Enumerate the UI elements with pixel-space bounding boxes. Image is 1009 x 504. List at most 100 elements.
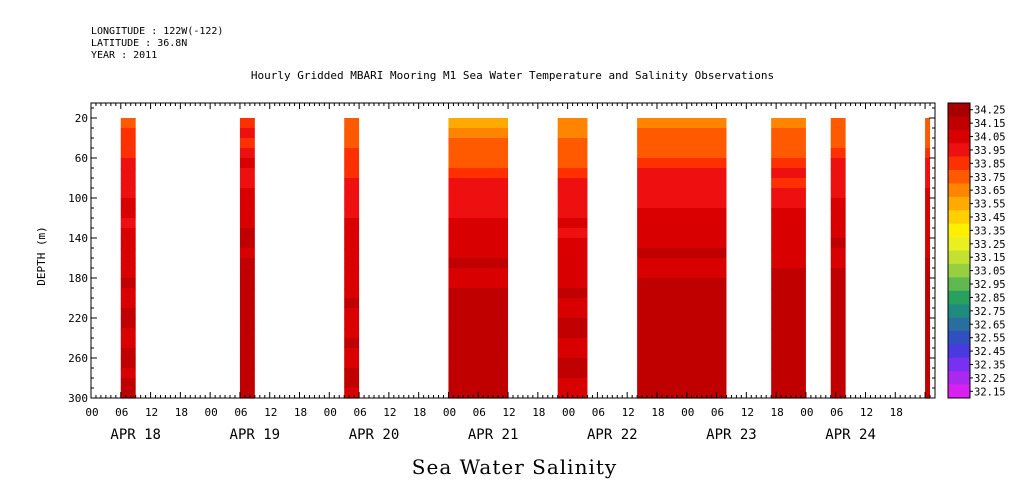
x-tick-label: 00	[205, 406, 218, 419]
data-cell	[557, 148, 588, 159]
x-tick-label: 00	[681, 406, 694, 419]
colorbar-label: 33.85	[974, 158, 1006, 170]
data-cell	[637, 148, 727, 159]
plot-area	[120, 118, 931, 399]
data-cell	[557, 388, 588, 399]
data-cell	[239, 308, 255, 319]
data-cell	[344, 168, 360, 179]
data-block	[120, 118, 136, 399]
data-cell	[771, 168, 806, 179]
x-tick-label: 06	[473, 406, 486, 419]
date-label: APR 18	[110, 427, 161, 443]
data-cell	[557, 318, 588, 329]
data-cell	[771, 138, 806, 149]
colorbar-swatch	[948, 317, 970, 332]
x-tick-label: 18	[771, 406, 784, 419]
x-tick-label: 12	[741, 406, 754, 419]
data-cell	[925, 258, 931, 269]
date-label: APR 19	[230, 427, 281, 443]
data-cell	[448, 318, 509, 329]
data-cell	[448, 208, 509, 219]
data-cell	[830, 358, 846, 369]
data-cell	[771, 288, 806, 299]
data-cell	[557, 328, 588, 339]
data-cell	[120, 158, 136, 169]
colorbar-swatch	[948, 384, 970, 399]
data-cell	[925, 328, 931, 339]
data-cell	[344, 208, 360, 219]
x-tick-label: 06	[830, 406, 843, 419]
data-cell	[830, 378, 846, 389]
x-tick-label: 12	[264, 406, 277, 419]
x-tick-label: 18	[890, 406, 903, 419]
data-cell	[771, 218, 806, 229]
data-cell	[557, 178, 588, 189]
data-cell	[448, 358, 509, 369]
data-cell	[239, 288, 255, 299]
data-cell	[344, 128, 360, 139]
data-cell	[557, 228, 588, 239]
data-cell	[830, 188, 846, 199]
data-cell	[239, 318, 255, 329]
data-cell	[448, 298, 509, 309]
data-cell	[637, 328, 727, 339]
data-cell	[830, 248, 846, 259]
data-cell	[448, 278, 509, 289]
data-cell	[557, 238, 588, 249]
data-cell	[830, 348, 846, 359]
data-cell	[925, 158, 931, 169]
colorbar-swatch	[948, 103, 970, 117]
data-cell	[830, 298, 846, 309]
colorbar-label: 34.05	[974, 132, 1006, 144]
colorbar-swatch	[948, 277, 970, 292]
colorbar-label: 33.15	[974, 252, 1006, 264]
x-tick-label: 06	[353, 406, 366, 419]
data-cell	[239, 258, 255, 269]
data-cell	[120, 298, 136, 309]
data-cell	[637, 158, 727, 169]
data-cell	[120, 118, 136, 129]
data-cell	[771, 308, 806, 319]
data-cell	[925, 218, 931, 229]
data-cell	[830, 318, 846, 329]
x-tick-label: 12	[622, 406, 635, 419]
data-cell	[557, 368, 588, 379]
data-cell	[239, 388, 255, 399]
data-cell	[925, 178, 931, 189]
data-cell	[344, 368, 360, 379]
data-cell	[771, 128, 806, 139]
data-cell	[120, 128, 136, 139]
x-tick-label: 18	[651, 406, 664, 419]
colorbar-swatch	[948, 156, 970, 171]
colorbar-label: 32.75	[974, 306, 1006, 318]
data-cell	[557, 198, 588, 209]
colorbar-swatch	[948, 183, 970, 198]
x-tick-label: 12	[502, 406, 515, 419]
data-cell	[637, 368, 727, 379]
data-cell	[120, 248, 136, 259]
data-cell	[120, 308, 136, 319]
data-cell	[120, 358, 136, 369]
longitude-label: LONGITUDE : 122W(-122)	[91, 26, 224, 37]
axes: 00 06 12 18 00 06 12 18 00 06 12 18 00 06 12 18 00 06 12 18…	[68, 102, 936, 443]
data-cell	[239, 198, 255, 209]
data-cell	[239, 338, 255, 349]
data-block	[557, 118, 588, 399]
data-cell	[344, 178, 360, 189]
data-cell	[120, 348, 136, 359]
data-cell	[771, 378, 806, 389]
data-cell	[120, 198, 136, 209]
colorbar-label: 34.15	[974, 118, 1006, 130]
data-block	[637, 118, 727, 399]
x-tick-label: 00	[443, 406, 456, 419]
data-cell	[344, 118, 360, 129]
data-cell	[557, 298, 588, 309]
colorbar-swatch	[948, 330, 970, 345]
data-cell	[239, 248, 255, 259]
colorbar-swatch	[948, 116, 970, 131]
date-label: APR 22	[587, 427, 638, 443]
colorbar-label: 32.25	[974, 373, 1006, 385]
data-cell	[120, 218, 136, 229]
data-block	[344, 118, 360, 399]
